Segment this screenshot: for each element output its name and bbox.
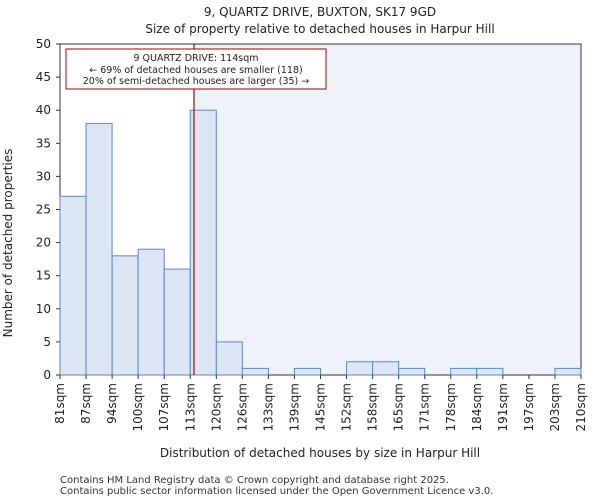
- chart-title-line2: Size of property relative to detached ho…: [145, 22, 494, 36]
- chart-title-line1: 9, QUARTZ DRIVE, BUXTON, SK17 9GD: [204, 5, 436, 19]
- x-tick-label: 210sqm: [574, 383, 588, 431]
- x-tick-label: 107sqm: [157, 383, 171, 431]
- larger-region-shade: [193, 44, 581, 375]
- x-tick-label: 184sqm: [470, 383, 484, 431]
- x-tick-label: 197sqm: [522, 383, 536, 431]
- histogram-bar: [163, 268, 191, 376]
- x-tick-label: 145sqm: [314, 383, 328, 431]
- x-tick-label: 94sqm: [105, 383, 119, 424]
- histogram-bar: [450, 367, 478, 376]
- x-axis-label: Distribution of detached houses by size …: [160, 446, 480, 460]
- histogram-bar: [111, 255, 139, 376]
- y-tick-label: 45: [36, 70, 51, 84]
- plot-area: 0 5 10 15 20 25 30 35 40 45 50 81sqm 87sqm 94sqm 100sq…: [36, 37, 588, 431]
- x-tick-label: 152sqm: [340, 383, 354, 431]
- histogram-bar: [476, 367, 504, 376]
- histogram-bar: [85, 122, 113, 376]
- y-tick-label: 50: [36, 37, 51, 51]
- x-tick-label: 165sqm: [392, 383, 406, 431]
- histogram-bar: [137, 248, 165, 376]
- y-tick-label: 15: [36, 269, 51, 283]
- x-tick-label: 120sqm: [209, 383, 223, 431]
- footer-line1: Contains HM Land Registry data © Crown c…: [60, 475, 449, 486]
- annotation-line: 9 QUARTZ DRIVE: 114sqm: [133, 53, 258, 64]
- x-tick-label: 113sqm: [183, 383, 197, 431]
- annotation-box: [65, 48, 327, 90]
- x-tick-label: 126sqm: [235, 383, 249, 431]
- x-tick-label: 139sqm: [287, 383, 301, 431]
- x-tick-label: 178sqm: [444, 383, 458, 431]
- histogram-bar: [554, 367, 582, 376]
- annotation-line: ← 69% of detached houses are smaller (11…: [89, 65, 302, 76]
- x-tick-label: 81sqm: [53, 383, 67, 424]
- x-tick-label: 100sqm: [131, 383, 145, 431]
- y-tick-label: 20: [36, 236, 51, 250]
- y-tick-label: 30: [36, 169, 51, 183]
- histogram-bar: [372, 361, 400, 376]
- histogram-bar: [241, 367, 269, 376]
- y-tick-label: 0: [43, 368, 51, 382]
- histogram-bar: [215, 341, 243, 376]
- histogram-bar: [189, 109, 217, 376]
- x-tick-label: 171sqm: [418, 383, 432, 431]
- y-tick-label: 25: [36, 203, 51, 217]
- x-tick-label: 133sqm: [261, 383, 275, 431]
- y-tick-label: 35: [36, 136, 51, 150]
- histogram-bar: [59, 195, 87, 376]
- y-axis-label: Number of detached properties: [1, 149, 15, 338]
- footer-line2: Contains public sector information licen…: [60, 486, 493, 497]
- x-tick-label: 203sqm: [548, 383, 562, 431]
- annotation-line: 20% of semi-detached houses are larger (…: [83, 76, 310, 87]
- y-tick-label: 5: [43, 335, 51, 349]
- x-tick-label: 87sqm: [79, 383, 93, 424]
- x-tick-label: 158sqm: [366, 383, 380, 431]
- histogram-bar: [346, 361, 374, 376]
- y-tick-label: 10: [36, 302, 51, 316]
- y-tick-label: 40: [36, 103, 51, 117]
- histogram-bar: [398, 367, 426, 376]
- histogram-bar: [293, 367, 322, 376]
- x-tick-label: 191sqm: [496, 383, 510, 431]
